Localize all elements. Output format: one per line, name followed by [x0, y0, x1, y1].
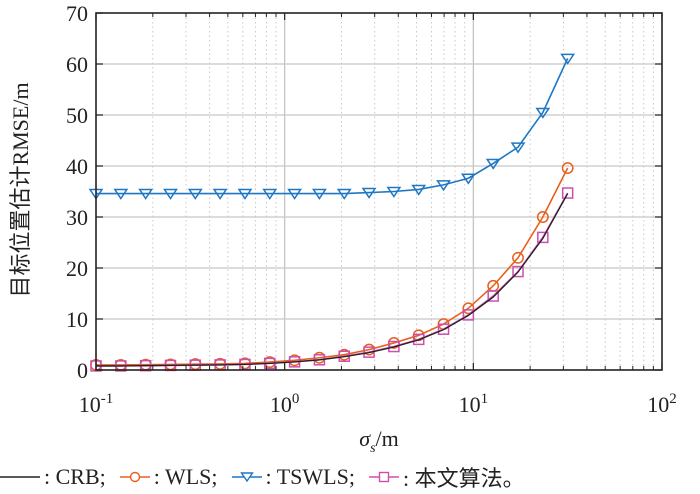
legend-label: : TSWLS;: [265, 464, 355, 489]
data-point-circle: [536, 211, 549, 223]
x-tick-label: 101: [459, 391, 489, 417]
data-point-triangle: [287, 188, 302, 200]
y-tick-label: 60: [66, 52, 88, 77]
data-point-triangle: [212, 188, 228, 200]
y-tick-label: 40: [66, 154, 88, 179]
x-tick-label-base: 10: [647, 392, 669, 417]
ticks: [95, 12, 663, 371]
series-本文算法: [90, 187, 574, 372]
x-axis-title-subscript: s: [370, 441, 376, 456]
data-point-triangle: [510, 142, 526, 154]
data-point-triangle: [237, 188, 253, 200]
data-point-triangle: [163, 188, 178, 200]
legend-swatch: [368, 471, 399, 483]
x-tick-label-exponent: 0: [292, 391, 300, 407]
data-point-square: [388, 340, 400, 353]
x-tick-labels: 10-1 100 101 102: [79, 391, 677, 417]
series-TSWLS: [88, 53, 576, 200]
legend-item: : 本文算法。: [368, 461, 525, 493]
x-axis-title: σs/m: [359, 426, 399, 456]
series-line: [96, 192, 569, 367]
legend-marker-circle: [129, 471, 140, 483]
legend-label: : 本文算法。: [402, 466, 525, 491]
data-point-circle: [512, 251, 524, 264]
x-tick-label-base: 10: [79, 392, 101, 417]
data-point-triangle: [336, 188, 352, 200]
data-point-triangle: [460, 173, 476, 185]
data-point-triangle: [386, 186, 402, 198]
data-point-triangle: [411, 184, 427, 196]
data-point-triangle: [535, 107, 551, 119]
data-point-square: [537, 231, 549, 244]
legend-label: : WLS;: [153, 464, 218, 489]
series-line: [96, 167, 569, 366]
legend-swatch: [119, 471, 150, 483]
legend-swatch: [0, 476, 40, 478]
x-tick-label: 102: [647, 391, 677, 417]
data-point-triangle: [138, 188, 154, 200]
x-tick-label-exponent: 2: [669, 391, 677, 407]
legend-item: : TSWLS;: [231, 464, 355, 490]
x-tick-label-base: 10: [459, 392, 481, 417]
x-tick-label-base: 10: [270, 392, 292, 417]
x-tick-label-exponent: 1: [481, 391, 489, 407]
data-point-circle: [462, 302, 475, 315]
data-point-square: [487, 290, 499, 302]
legend-item: : WLS;: [119, 464, 218, 490]
y-tick-label: 10: [66, 307, 88, 332]
data-point-triangle: [436, 180, 451, 192]
legend-marker-square: [378, 471, 390, 483]
data-point-square: [412, 333, 425, 346]
data-point-square: [512, 265, 524, 278]
y-axis-title: 目标位置估计RMSE/m: [8, 82, 33, 297]
data-point-circle: [561, 162, 574, 174]
legend-swatch: [231, 472, 262, 483]
series-layer: [88, 53, 576, 372]
data-point-square: [561, 187, 574, 199]
y-tick-label: 70: [66, 1, 88, 26]
data-point-triangle: [361, 187, 377, 199]
y-tick-label: 0: [77, 358, 88, 383]
legend-marker-triangle: [239, 472, 254, 483]
legend-item: : CRB;: [0, 464, 106, 490]
grid: [96, 13, 662, 370]
plot-frame: [95, 12, 663, 371]
series-line: [96, 58, 569, 195]
data-point-triangle: [262, 188, 278, 200]
x-tick-label-exponent: -1: [101, 391, 114, 407]
legend: : CRB; : WLS; : TSWLS; : 本文算法。: [0, 462, 700, 492]
data-point-triangle: [113, 188, 129, 200]
y-tick-label: 30: [66, 205, 88, 230]
data-point-triangle: [187, 188, 203, 200]
legend-label: : CRB;: [44, 464, 106, 489]
series-line: [96, 193, 569, 367]
y-tick-label: 20: [66, 256, 88, 281]
data-point-square: [437, 323, 450, 335]
x-axis-title-unit: /m: [376, 426, 399, 451]
data-point-triangle: [560, 53, 576, 65]
data-point-triangle: [485, 158, 501, 170]
data-point-square: [462, 309, 475, 321]
y-tick-labels: 0 10 20 30 40 50 60 70: [66, 1, 88, 383]
x-tick-label: 100: [270, 391, 300, 417]
y-tick-label: 50: [66, 103, 88, 128]
series-CRB: [96, 193, 569, 367]
data-point-triangle: [312, 188, 327, 200]
x-tick-label: 10-1: [79, 391, 114, 417]
x-axis-title-symbol: σ: [359, 426, 371, 451]
